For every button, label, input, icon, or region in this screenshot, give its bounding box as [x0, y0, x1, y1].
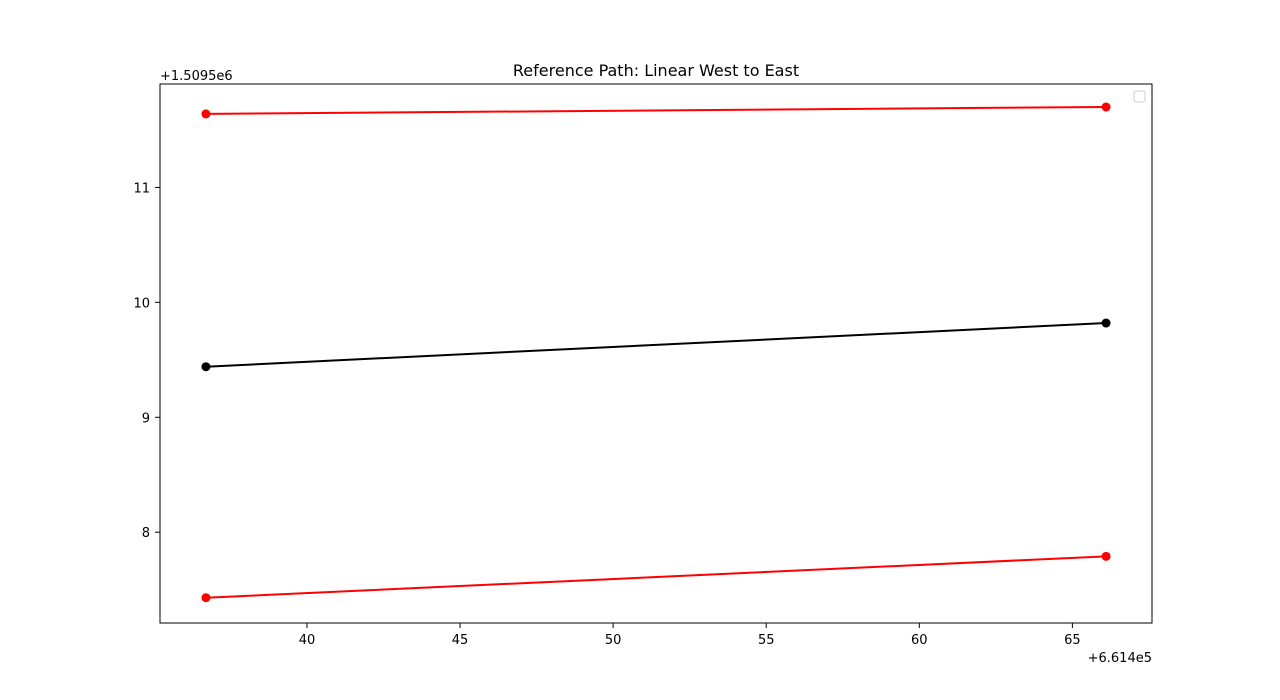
legend-box [1133, 90, 1146, 103]
series-3-point [1101, 551, 1111, 561]
x-offset-label: +6.614e5 [1088, 651, 1152, 666]
plot-area [201, 102, 1111, 603]
x-tick-label: 55 [758, 633, 775, 648]
y-tick-label: 9 [142, 411, 150, 426]
axes-frame [159, 83, 1153, 624]
series-2-point [1101, 318, 1111, 328]
x-tick-label: 60 [911, 633, 928, 648]
series-2-point [201, 362, 211, 372]
y-tick-label: 8 [142, 526, 150, 541]
x-axis: 40 45 50 55 60 65 [299, 623, 1081, 648]
series-1-point [201, 109, 211, 119]
series-1-line [205, 105, 1107, 115]
chart-title: Reference Path: Linear West to East [513, 61, 799, 80]
x-tick-label: 65 [1064, 633, 1081, 648]
x-tick-label: 40 [299, 633, 316, 648]
x-tick-label: 45 [452, 633, 469, 648]
series-3-line [205, 555, 1107, 599]
y-axis: 8 9 10 11 [133, 181, 160, 541]
series-2-line [205, 322, 1107, 368]
y-tick-label: 11 [133, 181, 150, 196]
y-offset-label: +1.5095e6 [160, 69, 233, 84]
series-3-point [201, 593, 211, 603]
x-tick-label: 50 [605, 633, 622, 648]
y-tick-label: 10 [133, 296, 150, 311]
series-1-point [1101, 102, 1111, 112]
